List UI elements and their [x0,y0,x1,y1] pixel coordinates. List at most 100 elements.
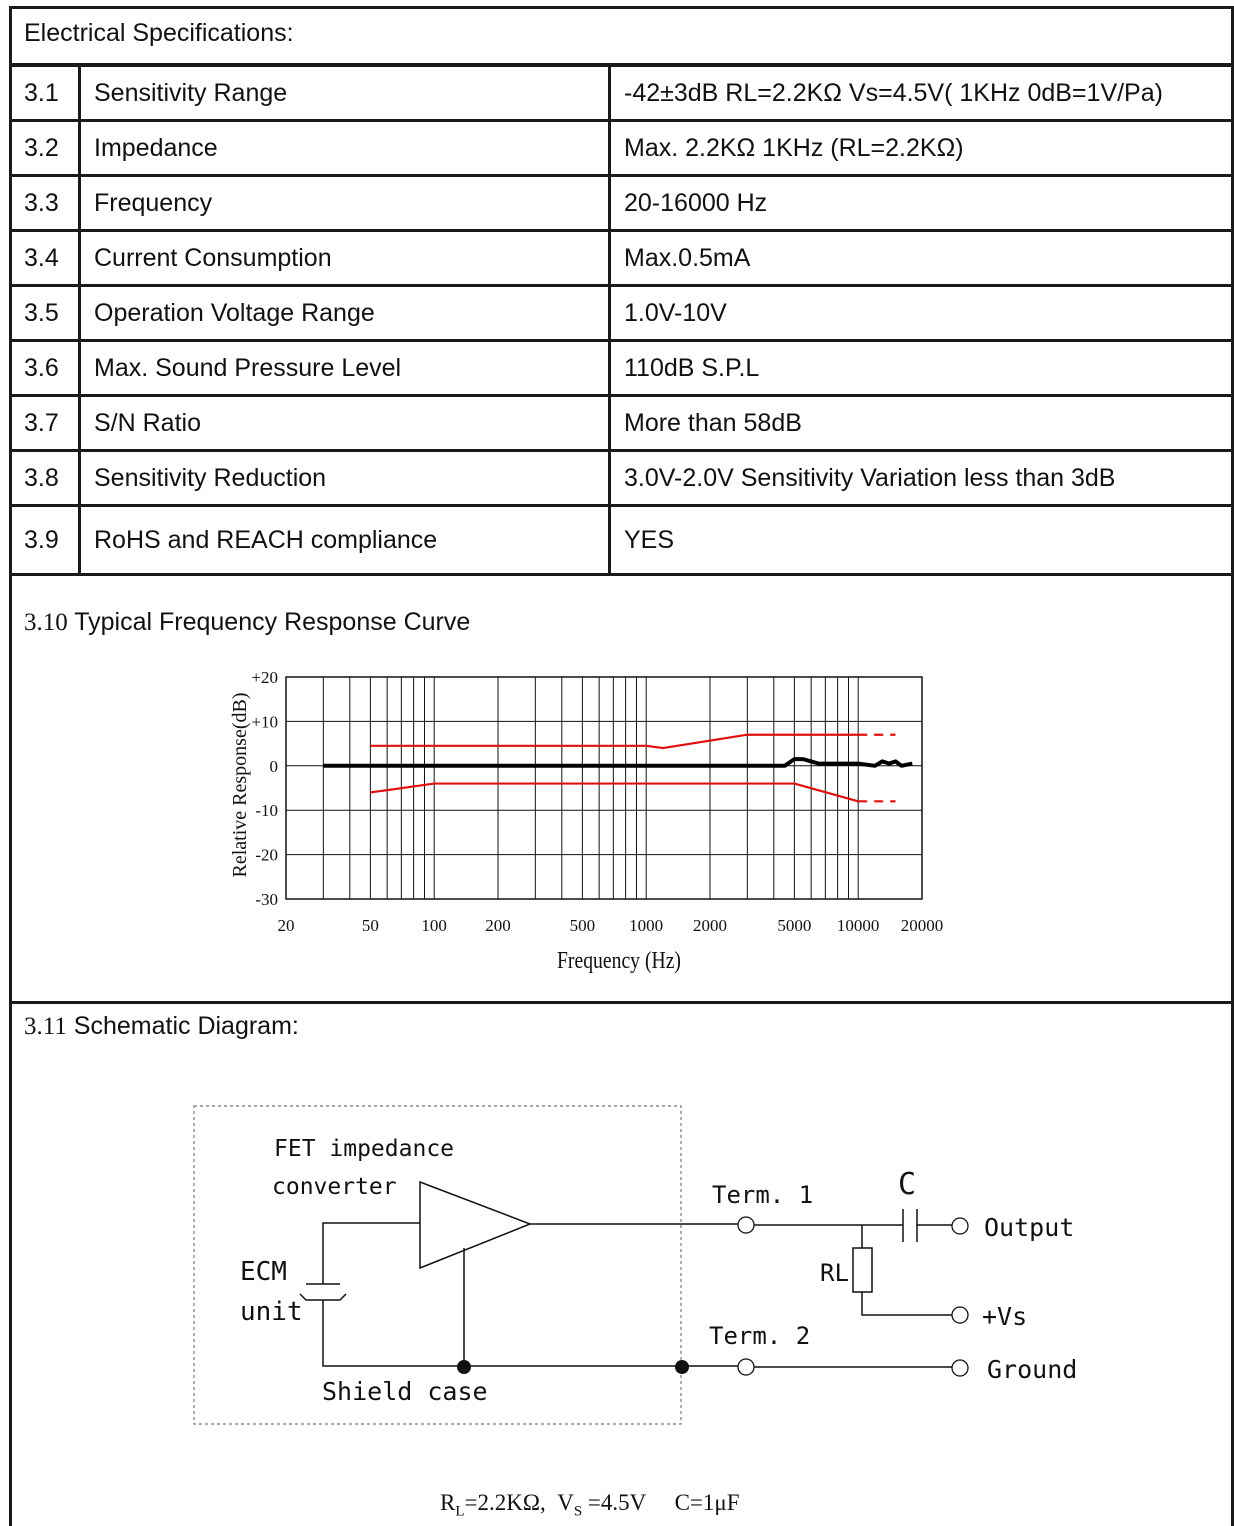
output-label: Output [984,1213,1074,1242]
spec-value: YES [608,504,1234,576]
spec-value: Max.0.5mA [608,229,1234,287]
capacitor-label: C [898,1167,916,1202]
spec-value: 110dB S.P.L [608,339,1234,397]
schematic-section-number: 3.11 [24,1013,67,1040]
chart-xtick-label: 1000 [629,916,663,935]
chart-series-upper-limit [370,733,859,750]
spec-row: 3.5 Operation Voltage Range 1.0V-10V [9,284,1234,342]
spec-number: 3.9 [9,504,81,576]
vs-terminal [951,1306,969,1324]
chart-ytick-label: -20 [255,846,278,865]
ecm-label-line2: unit [240,1297,303,1327]
chart-series-response [323,757,913,768]
spec-number: 3.1 [9,64,81,122]
schematic-section-title: 3.11 Schematic Diagram: [24,1012,299,1041]
ground-junction-dot [675,1360,689,1374]
fet-label-line2: converter [272,1174,397,1200]
spec-name: RoHS and REACH compliance [78,504,611,576]
chart-ylabel: Relative Response(dB) [229,693,251,878]
chart-ticks: 20 50 100 200 500 1000 2000 5000 10000 20000 +20 +1… [251,668,943,935]
spec-number: 3.6 [9,339,81,397]
chart-xtick-label: 20 [278,916,295,935]
footer-vs: V [557,1490,574,1515]
component-values-note: RL=2.2KΩ, VS =4.5V C=1μF [440,1490,740,1521]
spec-name: Max. Sound Pressure Level [78,339,611,397]
chart-xtick-label: 200 [485,916,511,935]
schematic-section-label: Schematic Diagram: [73,1012,299,1040]
resistor-label: RL [820,1259,849,1287]
footer-vs-value: =4.5V C=1μF [582,1490,740,1515]
chart-xtick-label: 500 [570,916,596,935]
chart-xtick-label: 100 [421,916,447,935]
section-header: Electrical Specifications: [9,6,1234,66]
term1-terminal [737,1216,755,1234]
chart-xtick-label: 10000 [837,916,880,935]
chart-ytick-label: +10 [251,712,278,731]
spec-row: 3.3 Frequency 20-16000 Hz [9,174,1234,232]
spec-value: -42±3dB RL=2.2KΩ Vs=4.5V( 1KHz 0dB=1V/Pa… [608,64,1234,122]
spec-number: 3.7 [9,394,81,452]
spec-row: 3.8 Sensitivity Reduction 3.0V-2.0V Sensit… [9,449,1234,507]
section-header-title: Electrical Specifications: [24,19,294,47]
ecm-diaphragm-bottom [299,1293,347,1301]
spec-value: 1.0V-10V [608,284,1234,342]
spec-row: 3.9 RoHS and REACH compliance YES [9,504,1234,576]
term1-label: Term. 1 [712,1181,813,1209]
spec-name: Impedance [78,119,611,177]
ecm-label-line1: ECM [240,1257,287,1287]
ground-terminal [951,1359,969,1377]
shield-junction-dot [457,1360,471,1374]
document-frame [9,6,1234,1526]
footer-rl-sub: L [455,1503,465,1520]
spec-number: 3.3 [9,174,81,232]
footer-rl-value: =2.2KΩ, [464,1490,558,1515]
spec-value: More than 58dB [608,394,1234,452]
spec-name: Frequency [78,174,611,232]
chart-series [323,733,913,803]
curve-section-title: 3.10 Typical Frequency Response Curve [24,608,470,637]
chart-series-lower-limit [370,782,859,803]
spec-name: Sensitivity Reduction [78,449,611,507]
chart-xtick-label: 5000 [777,916,811,935]
spec-name: Sensitivity Range [78,64,611,122]
spec-number: 3.5 [9,284,81,342]
spec-table: 3.1 Sensitivity Range -42±3dB RL=2.2KΩ Vs=… [9,64,1234,576]
chart-xtick-label: 20000 [901,916,944,935]
chart-grid [285,676,923,900]
chart-ytick-label: -30 [255,890,278,909]
spec-name: Operation Voltage Range [78,284,611,342]
chart-xtick-label: 50 [362,916,379,935]
spec-number: 3.2 [9,119,81,177]
spec-row: 3.1 Sensitivity Range -42±3dB RL=2.2KΩ Vs=… [9,64,1234,122]
spec-name: S/N Ratio [78,394,611,452]
vs-label: +Vs [982,1302,1027,1331]
chart-ytick-label: 0 [270,757,279,776]
chart-ytick-label: +20 [251,668,278,687]
frequency-response-chart: 20 50 100 200 500 1000 2000 5000 10000 20000 +20 +1… [229,668,943,973]
resistor-rl [852,1247,873,1293]
footer-vs-sub: S [573,1503,583,1520]
schematic-diagram: FET impedance converter ECM unit Shield … [193,1105,1077,1425]
spec-row: 3.6 Max. Sound Pressure Level 110dB S.P.L [9,339,1234,397]
fet-amplifier-symbol [419,1180,533,1270]
spec-value: 20-16000 Hz [608,174,1234,232]
spec-number: 3.4 [9,229,81,287]
spec-row: 3.7 S/N Ratio More than 58dB [9,394,1234,452]
spec-name: Current Consumption [78,229,611,287]
shield-case-label: Shield case [322,1377,488,1406]
chart-xlabel: Frequency (Hz) [557,946,681,973]
curve-section-label: Typical Frequency Response Curve [74,608,471,636]
spec-value: Max. 2.2KΩ 1KHz (RL=2.2KΩ) [608,119,1234,177]
chart-ytick-label: -10 [255,801,278,820]
output-terminal [951,1217,969,1235]
curve-section-number: 3.10 [24,609,68,636]
spec-row: 3.4 Current Consumption Max.0.5mA [9,229,1234,287]
section-divider [9,1001,1234,1004]
footer-rl: R [440,1490,456,1515]
term2-terminal [737,1358,755,1376]
spec-number: 3.8 [9,449,81,507]
ground-label: Ground [987,1355,1077,1384]
fet-label-line1: FET impedance [274,1136,454,1162]
spec-value: 3.0V-2.0V Sensitivity Variation less tha… [608,449,1234,507]
term2-label: Term. 2 [709,1322,810,1350]
